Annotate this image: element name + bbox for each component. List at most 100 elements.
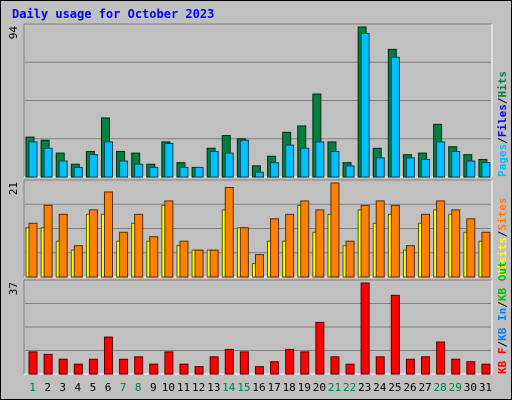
x-tick-label-28: 28 [434,381,447,394]
bar-files-day-4 [73,166,83,178]
bar-sites-day-10 [164,200,174,278]
bar-files-day-11 [179,166,189,178]
bar-files-day-23 [360,32,370,178]
bar-files-day-1 [28,141,38,178]
x-tick-label-7: 7 [120,381,127,394]
bar-files-day-26 [405,157,415,178]
panel-2-legend: Visits/Sites [496,198,509,278]
legend-entry: / [496,301,509,308]
x-tick-label-4: 4 [75,381,82,394]
bar-kb-f-day-7 [119,358,129,375]
panel-1-legend: Pages/Files/Hits [496,71,509,177]
bar-files-day-2 [43,147,53,178]
bar-files-day-17 [270,162,280,178]
bar-files-day-31 [481,162,491,178]
bar-sites-day-18 [285,213,295,278]
panel-3-max-label: 37 [7,282,20,295]
bar-sites-day-6 [103,191,113,278]
chart-title: Daily usage for October 2023 [12,7,215,21]
legend-entry: / [496,137,509,144]
bar-sites-day-16 [254,254,264,278]
bar-files-day-15 [239,139,249,178]
bar-files-day-20 [315,141,325,178]
bar-sites-day-26 [405,245,415,278]
bar-kb-f-day-29 [451,358,461,375]
bar-kb-f-day-24 [375,356,385,375]
bar-files-day-28 [436,141,446,178]
x-tick-label-13: 13 [207,381,220,394]
x-tick-label-15: 15 [237,381,250,394]
x-tick-label-30: 30 [464,381,477,394]
bar-sites-day-13 [209,249,219,278]
x-tick-label-18: 18 [283,381,296,394]
legend-entry: KB In [496,308,509,341]
bar-kb-f-day-11 [179,363,189,375]
bar-files-day-12 [194,166,204,178]
legend-entry: Pages [496,144,509,177]
bar-files-day-6 [103,141,113,178]
x-tick-label-8: 8 [135,381,142,394]
bar-sites-day-17 [270,218,280,278]
bar-kb-f-day-26 [405,358,415,375]
bar-kb-f-day-28 [436,341,446,375]
bar-sites-day-8 [134,213,144,278]
bar-files-day-8 [134,163,144,178]
bar-kb-f-day-14 [224,348,234,375]
x-tick-label-6: 6 [105,381,112,394]
bar-kb-f-day-20 [315,321,325,375]
legend-entry: Sites [496,198,509,231]
x-tick-label-17: 17 [267,381,280,394]
x-tick-label-22: 22 [343,381,356,394]
legend-entry: / [496,341,509,348]
bar-sites-day-22 [345,240,355,278]
bar-kb-f-day-25 [390,294,400,375]
legend-entry: Files [496,104,509,137]
x-tick-label-26: 26 [403,381,416,394]
panel-1-max-label: 94 [7,26,20,40]
bar-kb-f-day-6 [103,336,113,375]
x-tick-label-11: 11 [177,381,190,394]
bar-sites-day-12 [194,249,204,278]
x-tick-label-31: 31 [479,381,492,394]
bar-files-day-25 [390,56,400,178]
bar-files-day-19 [300,147,310,178]
bar-sites-day-29 [451,209,461,278]
bar-kb-f-day-2 [43,353,53,375]
bar-sites-day-1 [28,222,38,278]
x-tick-label-20: 20 [313,381,326,394]
x-tick-label-16: 16 [252,381,265,394]
x-tick-label-19: 19 [298,381,311,394]
legend-entry: Visits [496,237,509,277]
bar-kb-f-day-4 [73,363,83,375]
bar-files-day-21 [330,150,340,178]
bar-sites-day-5 [88,209,98,278]
x-tick-label-2: 2 [44,381,51,394]
bar-files-day-10 [164,142,174,178]
bar-sites-day-19 [300,200,310,278]
legend-entry: / [496,230,509,237]
bar-files-day-3 [58,160,68,178]
x-tick-label-1: 1 [29,381,36,394]
bar-kb-f-day-9 [149,363,159,375]
x-tick-label-27: 27 [418,381,431,394]
panel-2-max-label: 21 [7,182,20,195]
bar-sites-day-30 [466,218,476,278]
bar-sites-day-14 [224,186,234,278]
bar-kb-f-day-21 [330,356,340,375]
legend-entry: KB Out [496,261,509,301]
x-tick-label-29: 29 [449,381,462,394]
bar-files-day-22 [345,165,355,178]
bar-sites-day-9 [149,236,159,278]
bar-sites-day-31 [481,231,491,278]
bar-files-day-13 [209,150,219,178]
bar-sites-day-23 [360,204,370,278]
bar-kb-f-day-18 [285,348,295,375]
bar-kb-f-day-10 [164,351,174,375]
bar-kb-f-day-30 [466,361,476,375]
x-tick-label-10: 10 [162,381,175,394]
bar-files-day-16 [254,171,264,178]
bar-sites-day-11 [179,240,189,278]
bar-sites-day-24 [375,200,385,278]
bar-kb-f-day-13 [209,356,219,375]
bar-sites-day-7 [119,231,129,278]
